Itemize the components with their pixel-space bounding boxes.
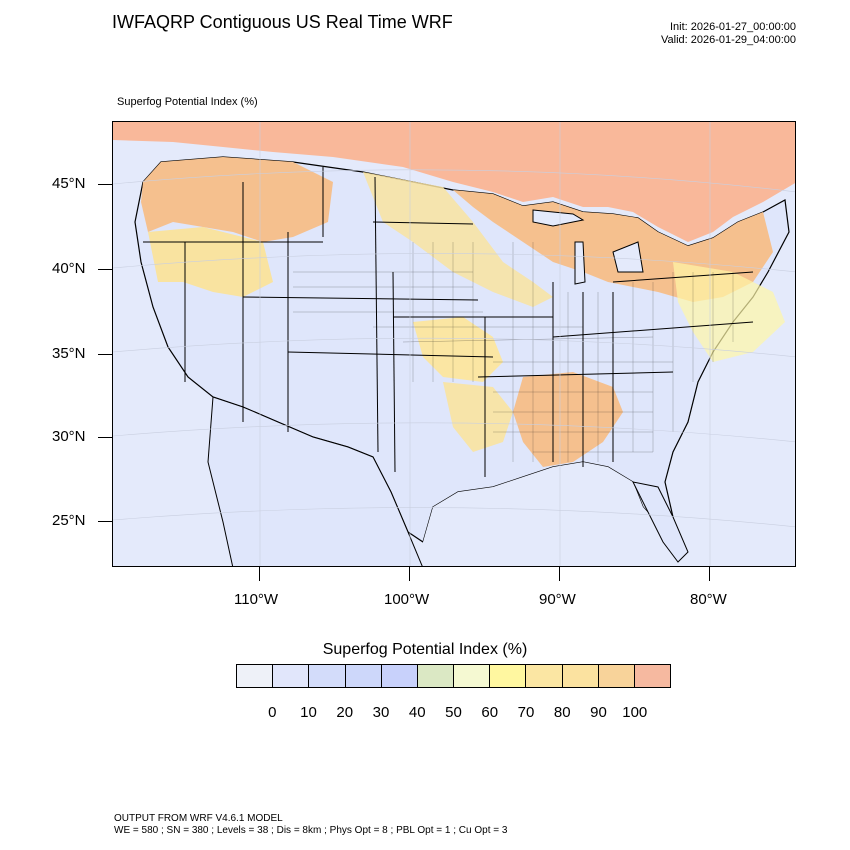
lon-tick	[259, 567, 260, 581]
colorbar-label: 40	[408, 704, 426, 721]
florida	[632, 481, 689, 563]
lon-label-80: 80°W	[690, 591, 727, 608]
colorbar-label: 70	[517, 704, 535, 721]
colorbar-cell	[454, 665, 491, 687]
init-time: Init: 2026-01-27_00:00:00	[670, 21, 796, 33]
colorbar-label: 20	[336, 704, 354, 721]
field-label: Superfog Potential Index (%)	[117, 96, 258, 108]
colorbar-label: 30	[372, 704, 390, 721]
footer-config: WE = 580 ; SN = 380 ; Levels = 38 ; Dis …	[114, 825, 508, 836]
colorbar-cell	[237, 665, 274, 687]
southcentral-moderate-zone	[443, 382, 513, 452]
colorbar-label: 80	[553, 704, 571, 721]
colorbar-cell	[309, 665, 346, 687]
valid-time: Valid: 2026-01-29_04:00:00	[661, 34, 796, 46]
colorbar-title: Superfog Potential Index (%)	[322, 641, 528, 658]
lat-tick	[98, 184, 112, 185]
central-moderate-zone	[413, 317, 503, 382]
colorbar-label: 50	[445, 704, 462, 721]
lake-michigan	[574, 241, 586, 285]
colorbar-label: 0	[268, 704, 277, 721]
colorbar-cell	[381, 665, 418, 687]
lon-tick	[409, 567, 410, 581]
colorbar-cell	[634, 665, 671, 687]
colorbar-cell	[273, 665, 310, 687]
map-svg	[113, 122, 795, 566]
colorbar-label: 100	[622, 704, 648, 721]
lat-label-25: 25°N	[52, 512, 86, 529]
mexico-land	[207, 396, 423, 566]
footer-model: OUTPUT FROM WRF V4.6.1 MODEL	[114, 813, 283, 824]
lake-superior	[532, 209, 585, 227]
lon-label-90: 90°W	[539, 591, 576, 608]
lat-label-30: 30°N	[52, 428, 86, 445]
lon-tick	[559, 567, 560, 581]
colorbar-label: 60	[481, 704, 499, 721]
lat-tick	[98, 354, 112, 355]
map-title: IWFAQRP Contiguous US Real Time WRF	[112, 12, 453, 32]
colorbar-cell	[345, 665, 382, 687]
colorbar-cell	[598, 665, 635, 687]
lake-huron	[612, 241, 644, 273]
colorbar-cell	[562, 665, 599, 687]
lat-label-35: 35°N	[52, 345, 86, 362]
lat-tick	[98, 269, 112, 270]
colorbar-cell	[526, 665, 563, 687]
lat-label-45: 45°N	[52, 175, 86, 192]
colorbar-label: 10	[300, 704, 317, 721]
colorbar-cell	[490, 665, 527, 687]
plains-moderate-zone	[363, 172, 553, 307]
lon-tick	[709, 567, 710, 581]
lon-label-100: 100°W	[384, 591, 430, 608]
canada-region	[113, 122, 795, 242]
colorbar	[236, 664, 671, 688]
gulf-water	[413, 462, 673, 566]
lat-tick	[98, 437, 112, 438]
atlantic-yellow-zone	[673, 262, 785, 362]
lat-tick	[98, 521, 112, 522]
colorbar-cell	[417, 665, 455, 687]
lat-label-40: 40°N	[52, 260, 86, 277]
graticule	[113, 122, 795, 566]
colorbar-label: 90	[590, 704, 607, 721]
lon-label-110: 110°W	[234, 591, 279, 608]
northwest-moderate-zone	[148, 227, 273, 297]
county-grid	[293, 242, 734, 462]
map-panel	[112, 121, 796, 567]
northwest-high-zone	[141, 157, 333, 242]
